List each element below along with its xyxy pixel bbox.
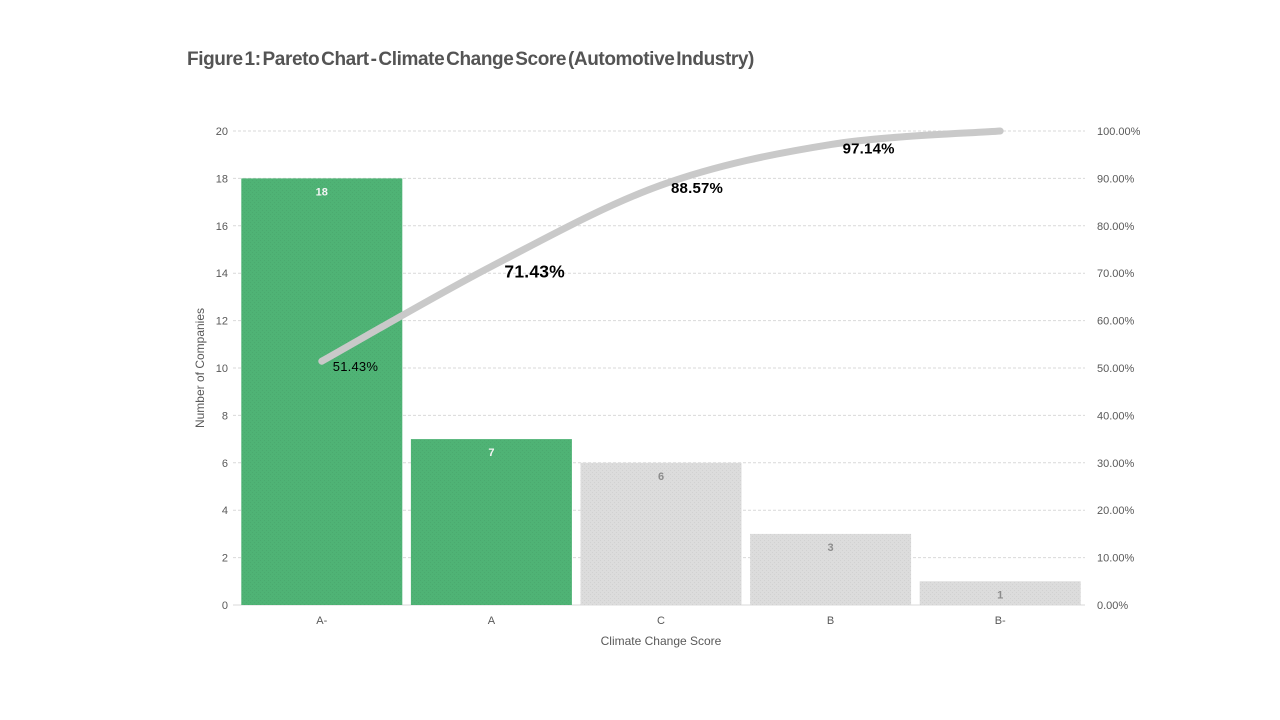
y-right-tick-label: 0.00%	[1097, 600, 1128, 612]
bar	[580, 462, 742, 605]
y-right-tick-label: 100.00%	[1097, 126, 1141, 138]
cumulative-point-label: 71.43%	[504, 261, 565, 281]
y-left-tick-label: 16	[216, 221, 228, 233]
category-label: B-	[995, 615, 1006, 627]
cumulative-line	[318, 127, 1004, 365]
y-right-tick-label: 50.00%	[1097, 363, 1135, 375]
y-right-tick-label: 20.00%	[1097, 505, 1135, 517]
y-left-tick-label: 10	[216, 363, 228, 375]
bar-value-label: 1	[997, 589, 1003, 601]
bar-value-label: 3	[828, 542, 834, 554]
category-label: A-	[316, 615, 327, 627]
x-axis-title: Climate Change Score	[601, 634, 722, 648]
bar	[241, 178, 403, 605]
y-left-tick-label: 12	[216, 316, 228, 328]
y-left-tick-label: 20	[216, 126, 228, 138]
y-left-tick-label: 18	[216, 173, 228, 185]
y-right-tick-label: 30.00%	[1097, 458, 1135, 470]
category-label: B	[827, 615, 834, 627]
y-right-tick-label: 60.00%	[1097, 316, 1135, 328]
y-right-tick-label: 90.00%	[1097, 173, 1135, 185]
y-left-tick-label: 0	[222, 600, 228, 612]
y-left-tick-label: 2	[222, 553, 228, 565]
category-label: C	[657, 615, 665, 627]
cumulative-point-label: 97.14%	[843, 141, 895, 158]
y-left-tick-label: 14	[216, 268, 228, 280]
y-right-tick-label: 80.00%	[1097, 221, 1135, 233]
y-left-tick-label: 4	[222, 505, 228, 517]
bar-value-label: 6	[658, 471, 664, 483]
category-label: A	[488, 615, 496, 627]
y-left-tick-label: 8	[222, 410, 228, 422]
chart-title: Figure 1: Pareto Chart - Climate Change …	[187, 49, 754, 70]
bar	[750, 533, 912, 605]
y-right-tick-label: 70.00%	[1097, 268, 1135, 280]
cumulative-point-label: 88.57%	[671, 180, 723, 197]
bar-value-label: 7	[488, 447, 494, 459]
y-axis-title: Number of Companies	[193, 308, 207, 428]
bar	[410, 439, 572, 605]
cumulative-point-label: 51.43%	[333, 359, 379, 374]
y-right-tick-label: 10.00%	[1097, 553, 1135, 565]
bar	[919, 581, 1081, 605]
y-left-tick-label: 6	[222, 458, 228, 470]
y-right-tick-label: 40.00%	[1097, 410, 1135, 422]
bar-value-label: 18	[316, 186, 328, 198]
